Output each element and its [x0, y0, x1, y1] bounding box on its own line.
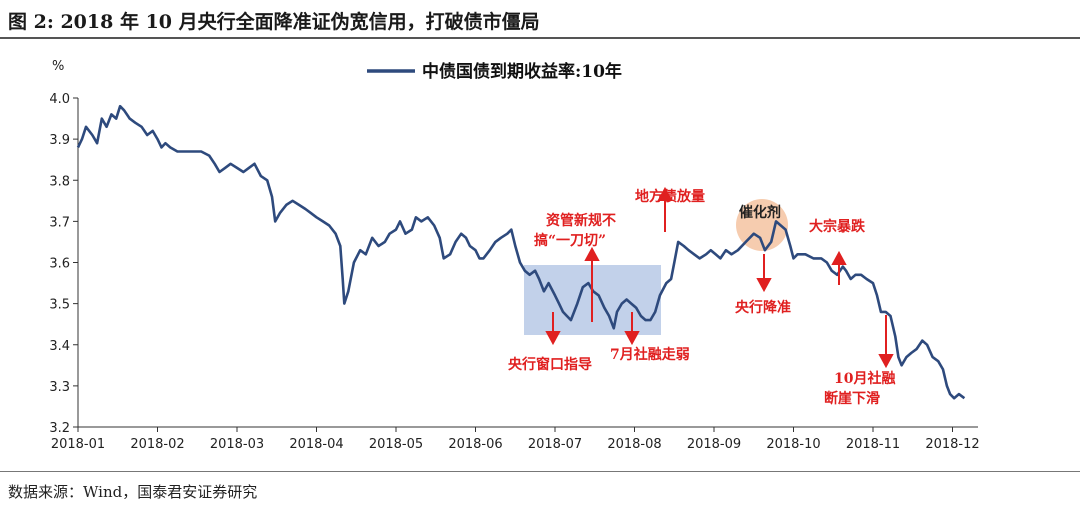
x-tick-label: 2018-06: [448, 437, 502, 452]
x-tick-label: 2018-05: [369, 437, 423, 452]
y-tick-label: 3.6: [49, 257, 70, 272]
x-tick-label: 2018-12: [925, 437, 979, 452]
y-tick-label: 3.7: [49, 215, 70, 230]
data-source: 数据来源：Wind，国泰君安证券研究: [8, 483, 258, 501]
y-tick-label: 3.9: [49, 133, 70, 148]
y-tick-label: 3.4: [49, 339, 70, 354]
x-tick-label: 2018-04: [289, 437, 343, 452]
legend: 中债国债到期收益率:10年: [367, 61, 622, 82]
y-unit-label: %: [52, 59, 64, 74]
title-bar: 图 2: 2018 年 10 月央行全面降准证伪宽信用，打破债市僵局: [0, 0, 1080, 38]
y-tick-label: 3.5: [49, 298, 70, 313]
arrow-yhjz: [756, 254, 772, 293]
arrow-zgxg: [584, 246, 600, 322]
annotation-arrows: [545, 186, 894, 369]
annotation-catalyst: 催化剂: [739, 204, 781, 221]
annotation-10yshrz-2: 断崖下滑: [824, 390, 880, 407]
x-tick-label: 2018-01: [51, 437, 105, 452]
yield-series-line: [76, 104, 966, 400]
x-ticks: 2018-01 2018-02 2018-03 2018-04 2018-05 2018-…: [51, 427, 980, 452]
annotation-10yshrz-1: 10月社融: [834, 370, 895, 387]
title-divider: [0, 37, 1080, 39]
x-tick-label: 2018-09: [687, 437, 741, 452]
y-ticks: 3.2 3.3 3.4 3.5 3.6 3.7 3.8 3.9 4.0: [49, 92, 78, 436]
annotation-zgxg-1: 资管新规不: [546, 212, 616, 229]
x-tick-label: 2018-02: [130, 437, 184, 452]
footer-divider: [0, 471, 1080, 472]
arrow-10yshrz: [878, 315, 894, 369]
y-tick-label: 3.2: [49, 421, 70, 436]
y-tick-label: 3.3: [49, 380, 70, 395]
annotation-yhjz: 央行降准: [735, 299, 791, 316]
y-tick-label: 4.0: [49, 92, 70, 107]
annotation-ckzd: 央行窗口指导: [508, 356, 592, 373]
annotation-dfz: 地方债放量: [635, 188, 705, 205]
x-tick-label: 2018-08: [607, 437, 661, 452]
arrow-7yshrz: [624, 312, 640, 346]
arrow-dfz: [657, 186, 673, 232]
annotation-dzbd: 大宗暴跌: [809, 218, 866, 235]
legend-label: 中债国债到期收益率:10年: [422, 61, 622, 82]
line-chart: 3.23.33.43.53.63.73.83.94.0 2018-01 2018-…: [49, 59, 980, 452]
arrow-dzbd: [831, 250, 847, 285]
annotation-zgxg-2: 搞“一刀切”: [534, 232, 606, 249]
y-tick-label: 3.8: [49, 174, 70, 189]
annotation-7yshrz: 7月社融走弱: [610, 346, 690, 363]
x-tick-label: 2018-11: [846, 437, 900, 452]
x-tick-label: 2018-07: [528, 437, 582, 452]
x-tick-label: 2018-03: [210, 437, 264, 452]
x-tick-label: 2018-10: [766, 437, 820, 452]
figure-title: 图 2: 2018 年 10 月央行全面降准证伪宽信用，打破债市僵局: [8, 11, 540, 33]
arrow-ckzd: [545, 312, 561, 346]
